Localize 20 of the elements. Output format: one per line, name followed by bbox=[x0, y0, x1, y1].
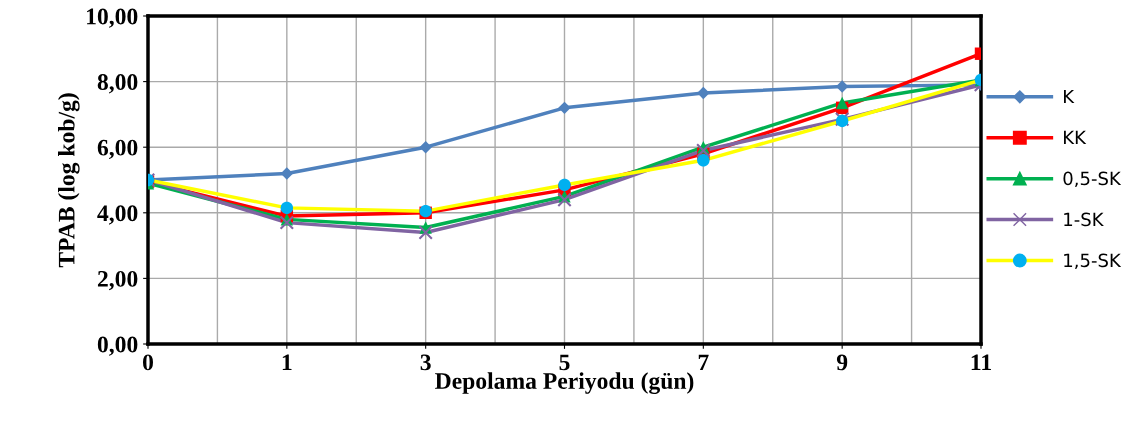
x-tick-label: 3 bbox=[420, 354, 431, 371]
legend-label: K bbox=[1064, 89, 1075, 104]
y-tick-label: 0,00 bbox=[97, 336, 138, 356]
y-tick-label: 6,00 bbox=[97, 139, 138, 160]
x-tick-label: 1 bbox=[282, 354, 292, 371]
y-tick-label: 8,00 bbox=[97, 74, 138, 94]
legend-label: 1-SK bbox=[1064, 212, 1104, 227]
legend-label: 1,5-SK bbox=[1064, 253, 1122, 269]
y-tick-label: 2,00 bbox=[97, 270, 138, 291]
x-tick-label: 11 bbox=[971, 354, 991, 371]
x-tick-label: 7 bbox=[698, 354, 709, 371]
y-tick-label: 10,00 bbox=[87, 8, 138, 28]
x-tick-label: 5 bbox=[559, 354, 570, 371]
legend-label: KK bbox=[1064, 130, 1087, 145]
legend-label: 0,5-SK bbox=[1063, 171, 1122, 188]
x-tick-label: 0 bbox=[143, 354, 153, 371]
x-tick-label: 9 bbox=[836, 354, 848, 371]
y-axis-title: TPAB (log kob/g) bbox=[58, 93, 80, 268]
y-tick-label: 4,00 bbox=[97, 205, 138, 225]
x-axis-title: Depolama Periyodu (gün) bbox=[435, 372, 694, 394]
